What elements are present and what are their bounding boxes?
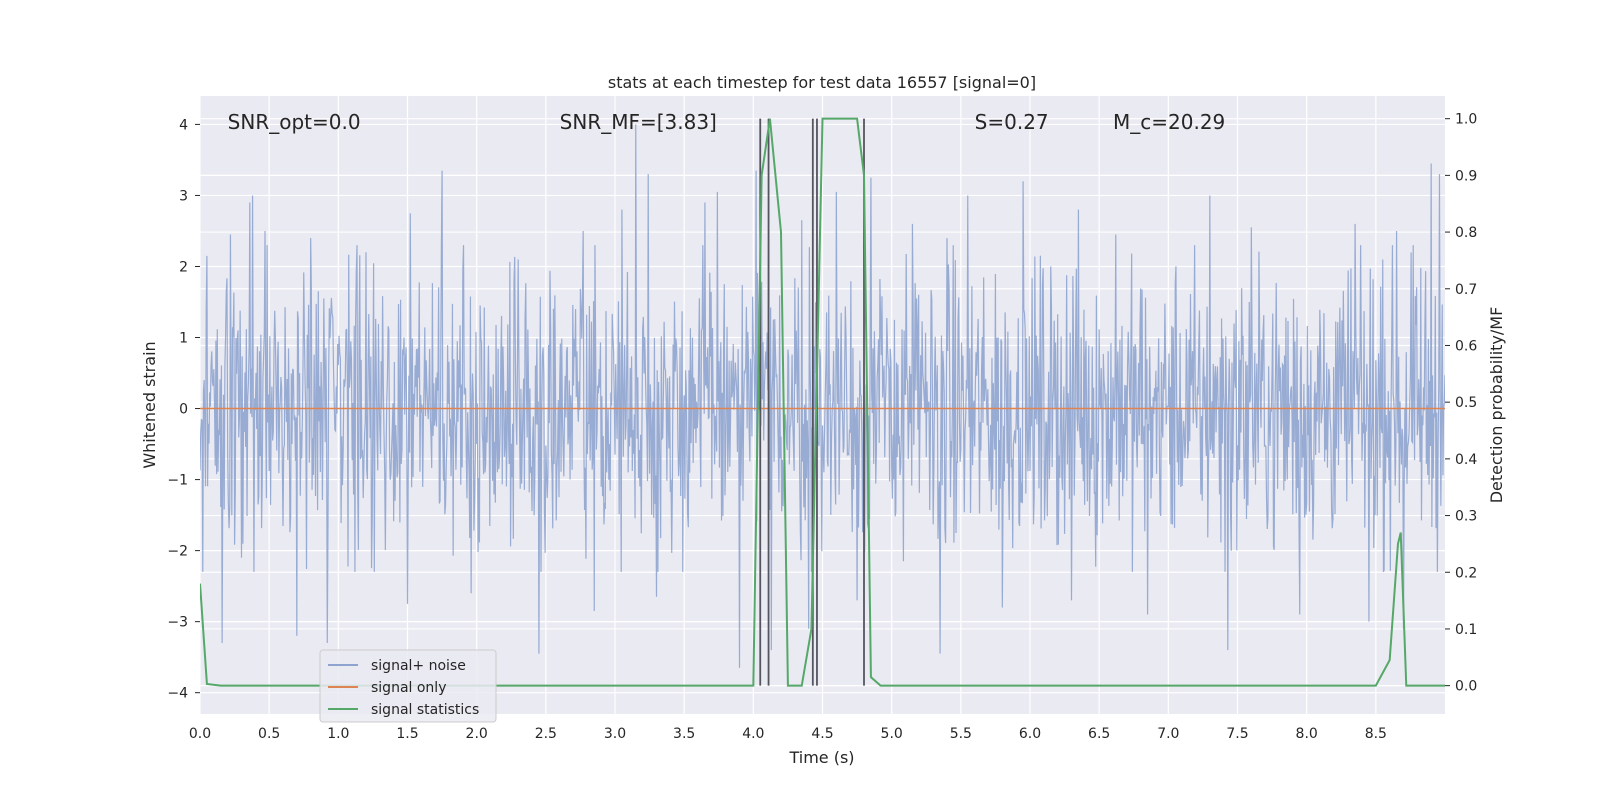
x-tick-label: 5.0 bbox=[881, 726, 903, 742]
x-tick-label: 4.0 bbox=[742, 726, 764, 742]
y2-tick-label: 0.4 bbox=[1455, 452, 1477, 468]
y-tick-label: 3 bbox=[179, 188, 188, 204]
x-tick-label: 1.5 bbox=[396, 726, 418, 742]
x-tick-label: 8.5 bbox=[1365, 726, 1387, 742]
y-tick-label: −4 bbox=[167, 686, 188, 702]
y-axis-label: Whitened strain bbox=[140, 341, 159, 468]
y2-axis-label: Detection probability/MF bbox=[1487, 307, 1506, 504]
x-tick-labels: 0.0 0.5 1.0 1.5 2.0 2.5 3.0 3.5 4.0 4.5 5.0 5.5 6.0 6… bbox=[189, 726, 1387, 742]
series-signal-noise bbox=[200, 124, 1445, 668]
x-tick-label: 5.5 bbox=[950, 726, 972, 742]
x-tick-label: 3.5 bbox=[673, 726, 695, 742]
annotations: SNR_opt=0.0 SNR_MF=[3.83] S=0.27 M_c=20.29 bbox=[228, 110, 1226, 134]
y2-tick-label: 0.9 bbox=[1455, 168, 1477, 184]
y2-tick-label: 0.1 bbox=[1455, 622, 1477, 638]
y2-tick-label: 0.2 bbox=[1455, 565, 1477, 581]
x-tick-label: 6.5 bbox=[1088, 726, 1110, 742]
y2-tick-label: 0.0 bbox=[1455, 679, 1477, 695]
chart-title: stats at each timestep for test data 165… bbox=[608, 73, 1036, 92]
y2-tick-label: 0.8 bbox=[1455, 225, 1477, 241]
x-tick-label: 7.0 bbox=[1157, 726, 1179, 742]
x-tick-label: 0.0 bbox=[189, 726, 211, 742]
x-tick-label: 1.0 bbox=[327, 726, 349, 742]
legend-box bbox=[319, 649, 497, 723]
annotation: S=0.27 bbox=[975, 110, 1049, 134]
x-tick-label: 3.0 bbox=[604, 726, 626, 742]
x-tick-label: 2.0 bbox=[466, 726, 488, 742]
y-tick-label: 2 bbox=[179, 259, 188, 275]
y2-tick-labels: 1.0 0.9 0.8 0.7 0.6 0.5 0.4 0.3 0.2 0.1 0.0 bbox=[1445, 112, 1477, 695]
y2-tick-label: 0.5 bbox=[1455, 395, 1477, 411]
legend-label: signal only bbox=[371, 680, 446, 696]
x-tick-label: 4.5 bbox=[811, 726, 833, 742]
y-tick-label: −2 bbox=[167, 544, 188, 560]
legend: signal+ noise signal only signal statistic… bbox=[319, 649, 497, 723]
x-tick-label: 8.0 bbox=[1296, 726, 1318, 742]
x-tick-label: 6.0 bbox=[1019, 726, 1041, 742]
y-tick-label: 0 bbox=[179, 402, 188, 418]
y2-tick-label: 0.3 bbox=[1455, 509, 1477, 525]
y2-tick-label: 0.6 bbox=[1455, 338, 1477, 354]
y-tick-label: −3 bbox=[167, 615, 188, 631]
x-axis-label: Time (s) bbox=[788, 748, 854, 767]
y-tick-labels: 4 3 2 1 0 −1 −2 −3 −4 bbox=[167, 117, 200, 702]
legend-label: signal statistics bbox=[371, 702, 479, 718]
x-tick-label: 0.5 bbox=[258, 726, 280, 742]
annotation: M_c=20.29 bbox=[1113, 110, 1225, 134]
y-tick-label: 4 bbox=[179, 117, 188, 133]
legend-label: signal+ noise bbox=[371, 658, 466, 674]
y2-tick-label: 0.7 bbox=[1455, 282, 1477, 298]
y2-tick-label: 1.0 bbox=[1455, 112, 1477, 128]
x-tick-label: 7.5 bbox=[1226, 726, 1248, 742]
annotation: SNR_MF=[3.83] bbox=[560, 110, 717, 134]
x-tick-label: 2.5 bbox=[535, 726, 557, 742]
y-tick-label: −1 bbox=[167, 473, 188, 489]
y-tick-label: 1 bbox=[179, 331, 188, 347]
annotation: SNR_opt=0.0 bbox=[228, 110, 361, 134]
